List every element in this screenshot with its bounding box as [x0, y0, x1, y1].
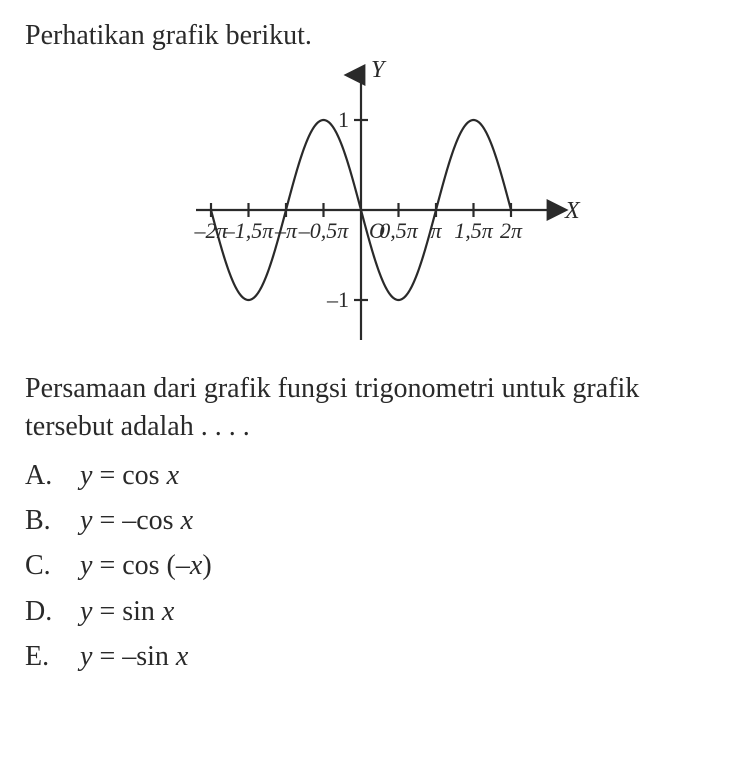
x-tick-label: 0,5π	[379, 218, 419, 243]
option-letter: C.	[25, 544, 80, 587]
trig-chart: –2π–1,5π–π–0,5π0,5ππ1,5π2π1–1OXY	[26, 60, 726, 360]
y-axis-label: Y	[371, 60, 387, 83]
option-letter: D.	[25, 590, 80, 633]
options-list: A.y = cos xB.y = –cos xC.y = cos (–x)D.y…	[25, 454, 726, 679]
option-equation: y = cos (–x)	[80, 544, 212, 587]
x-tick-label: –0,5π	[297, 218, 349, 243]
option-letter: B.	[25, 499, 80, 542]
option-row: B.y = –cos x	[25, 499, 726, 542]
option-row: C.y = cos (–x)	[25, 544, 726, 587]
x-axis-label: X	[564, 198, 581, 224]
y-tick-label: 1	[338, 107, 349, 132]
origin-label: O	[369, 218, 385, 243]
option-equation: y = cos x	[80, 454, 179, 497]
x-tick-label: 2π	[499, 218, 522, 243]
y-tick-label: –1	[326, 287, 349, 312]
option-equation: y = –sin x	[80, 635, 188, 678]
question-text: Persamaan dari grafik fungsi trigonometr…	[25, 370, 726, 446]
chart-container: –2π–1,5π–π–0,5π0,5ππ1,5π2π1–1OXY	[26, 60, 726, 360]
option-row: A.y = cos x	[25, 454, 726, 497]
option-row: E.y = –sin x	[25, 635, 726, 678]
option-row: D.y = sin x	[25, 590, 726, 633]
option-equation: y = sin x	[80, 590, 174, 633]
option-letter: E.	[25, 635, 80, 678]
intro-text: Perhatikan grafik berikut.	[25, 20, 726, 52]
x-tick-label: –1,5π	[222, 218, 274, 243]
option-equation: y = –cos x	[80, 499, 193, 542]
option-letter: A.	[25, 454, 80, 497]
x-tick-label: 1,5π	[454, 218, 494, 243]
